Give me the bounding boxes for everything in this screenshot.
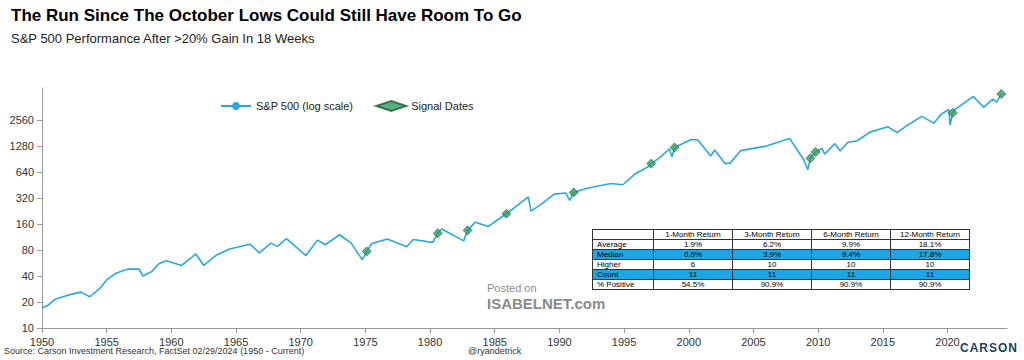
svg-text:20: 20 bbox=[22, 296, 34, 308]
html-text:11: 11 bbox=[846, 270, 856, 279]
svg-text:10: 10 bbox=[22, 322, 34, 334]
html-text:90.9%: 90.9% bbox=[839, 280, 863, 289]
svg-text:1965: 1965 bbox=[224, 336, 248, 348]
html-text:18.1%: 18.1% bbox=[918, 240, 942, 249]
html-text:54.5%: 54.5% bbox=[681, 280, 705, 289]
html-text:3.9%: 3.9% bbox=[762, 250, 782, 259]
svg-text:1995: 1995 bbox=[612, 336, 636, 348]
svg-text:Signal Dates: Signal Dates bbox=[411, 100, 474, 112]
html-text:Posted on: Posted on bbox=[487, 282, 537, 294]
svg-text:2005: 2005 bbox=[741, 336, 765, 348]
html-text:Average: Average bbox=[597, 240, 627, 249]
html-text:90.9%: 90.9% bbox=[918, 280, 942, 289]
html-text:11: 11 bbox=[925, 270, 935, 279]
svg-text:1950: 1950 bbox=[30, 336, 54, 348]
svg-text:S&P 500 Performance After >20%: S&P 500 Performance After >20% Gain In 1… bbox=[11, 31, 315, 46]
svg-text:320: 320 bbox=[16, 192, 34, 204]
svg-text:The Run Since The October Lows: The Run Since The October Lows Could Sti… bbox=[11, 6, 522, 25]
html-text:1-Month Return: 1-Month Return bbox=[665, 230, 721, 239]
svg-text:1975: 1975 bbox=[353, 336, 377, 348]
svg-text:S&P 500 (log scale): S&P 500 (log scale) bbox=[256, 100, 353, 112]
html-text:ISABELNET.com: ISABELNET.com bbox=[487, 295, 606, 312]
svg-text:2000: 2000 bbox=[677, 336, 701, 348]
svg-text:1280: 1280 bbox=[10, 140, 34, 152]
html-text:Count: Count bbox=[597, 270, 619, 279]
html-text:10: 10 bbox=[846, 260, 856, 269]
html-text:11: 11 bbox=[767, 270, 777, 279]
svg-text:1970: 1970 bbox=[288, 336, 312, 348]
html-text:6-Month Return: 6-Month Return bbox=[823, 230, 879, 239]
svg-text:160: 160 bbox=[16, 218, 34, 230]
html-text:6.2%: 6.2% bbox=[762, 240, 782, 249]
html-text:90.9%: 90.9% bbox=[760, 280, 784, 289]
html-text:9.4%: 9.4% bbox=[841, 250, 861, 259]
html-text:0.5%: 0.5% bbox=[683, 250, 703, 259]
html-text:10: 10 bbox=[925, 260, 935, 269]
html-text:Higher: Higher bbox=[597, 260, 621, 269]
html-text:9.9%: 9.9% bbox=[841, 240, 861, 249]
html-text:6: 6 bbox=[690, 260, 696, 269]
svg-text:640: 640 bbox=[16, 166, 34, 178]
svg-text:1960: 1960 bbox=[159, 336, 183, 348]
html-text:1.9%: 1.9% bbox=[683, 240, 703, 249]
html-text:CARSON: CARSON bbox=[960, 341, 1018, 355]
html-text:11: 11 bbox=[688, 270, 698, 279]
html-text:@ryandetrick: @ryandetrick bbox=[468, 346, 522, 356]
html-text:Source: Carson Investment Rese: Source: Carson Investment Research, Fact… bbox=[4, 346, 305, 356]
svg-text:1985: 1985 bbox=[483, 336, 507, 348]
svg-text:2560: 2560 bbox=[10, 114, 34, 126]
svg-text:1990: 1990 bbox=[547, 336, 571, 348]
svg-text:1955: 1955 bbox=[94, 336, 118, 348]
svg-text:2010: 2010 bbox=[806, 336, 830, 348]
svg-text:80: 80 bbox=[22, 244, 34, 256]
html-text:12-Month Return: 12-Month Return bbox=[900, 230, 960, 239]
svg-text:2015: 2015 bbox=[871, 336, 895, 348]
svg-text:40: 40 bbox=[22, 270, 34, 282]
html-text:17.8%: 17.8% bbox=[918, 250, 942, 259]
svg-text:2020: 2020 bbox=[935, 336, 959, 348]
html-text:3-Month Return: 3-Month Return bbox=[744, 230, 800, 239]
html-text:% Positive: % Positive bbox=[597, 280, 635, 289]
svg-text:1980: 1980 bbox=[418, 336, 442, 348]
html-text:Median: Median bbox=[597, 250, 624, 259]
html-text:10: 10 bbox=[767, 260, 777, 269]
